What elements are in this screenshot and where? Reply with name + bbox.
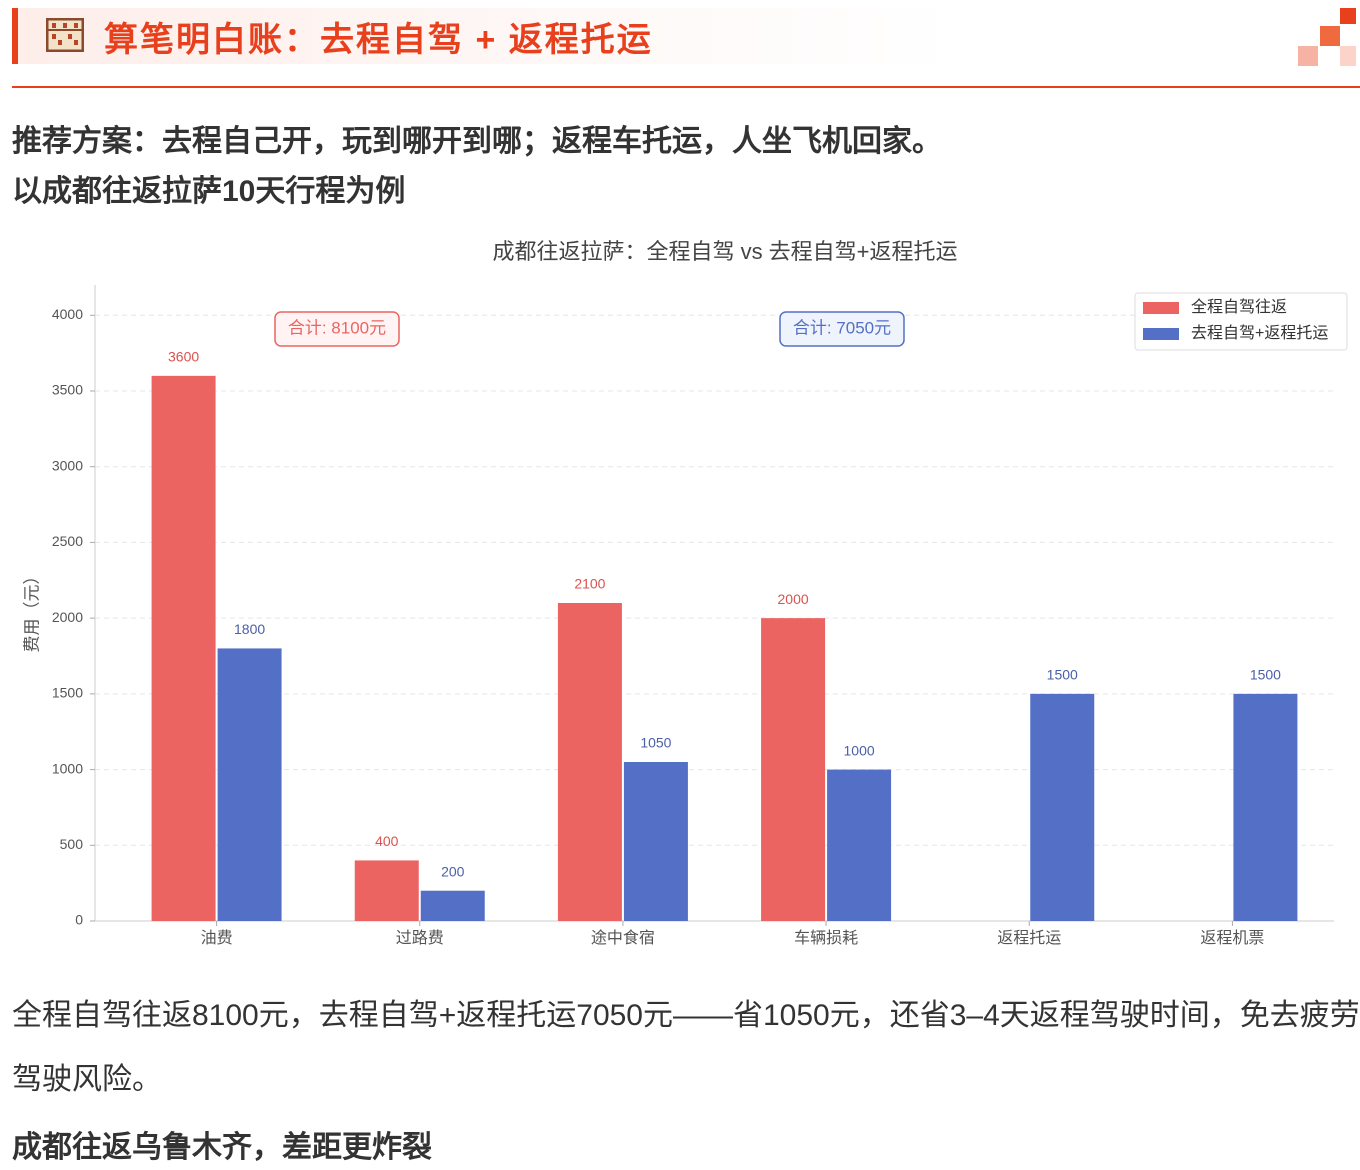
data-label: 1500 xyxy=(1250,667,1281,683)
legend-swatch xyxy=(1143,302,1179,314)
annotation-box xyxy=(274,311,400,347)
x-tick-label: 油费 xyxy=(201,929,233,947)
abacus-icon xyxy=(46,18,84,52)
annotation-box xyxy=(779,311,905,347)
legend-box xyxy=(1134,292,1348,351)
data-label: 1050 xyxy=(640,735,671,751)
data-label: 400 xyxy=(375,833,399,849)
bar xyxy=(827,769,892,921)
intro-text: 以成都往返拉萨10天行程为例 xyxy=(12,175,406,208)
header-band xyxy=(12,8,1360,64)
data-label: 1000 xyxy=(844,742,875,758)
data-label: 3600 xyxy=(168,349,199,365)
y-tick-label: 0 xyxy=(75,912,83,928)
y-tick-label: 3000 xyxy=(52,457,83,473)
header-accent xyxy=(12,8,18,64)
x-tick-label: 返程托运 xyxy=(997,929,1061,947)
bar xyxy=(557,603,622,921)
annotation: 合计: 7050元 xyxy=(793,318,891,337)
bar xyxy=(354,860,419,921)
y-tick-label: 4000 xyxy=(52,306,83,322)
data-label: 1800 xyxy=(234,621,265,637)
data-label: 200 xyxy=(441,863,465,879)
bar xyxy=(1030,693,1095,921)
y-axis-label: 费用（元） xyxy=(22,568,41,653)
chart-title: 成都往返拉萨：全程自驾 vs 去程自驾+返程托运 xyxy=(492,239,957,264)
x-tick-label: 返程机票 xyxy=(1200,929,1264,947)
bar xyxy=(1233,693,1298,921)
y-tick-label: 3500 xyxy=(52,382,83,398)
bar xyxy=(151,375,216,921)
data-label: 2000 xyxy=(778,591,809,607)
bar xyxy=(761,618,826,921)
bar xyxy=(420,890,485,921)
header-title: 算笔明白账：去程自驾 + 返程托运 xyxy=(104,21,653,59)
legend-label: 去程自驾+返程托运 xyxy=(1191,324,1328,342)
y-tick-label: 2500 xyxy=(52,533,83,549)
y-tick-label: 1500 xyxy=(52,685,83,701)
chart: 成都往返拉萨：全程自驾 vs 去程自驾+返程托运 费用（元） 0 500 1000 1… xyxy=(22,239,1348,947)
annotation: 合计: 8100元 xyxy=(288,318,386,337)
legend-swatch xyxy=(1143,328,1179,340)
data-label: 2100 xyxy=(574,576,605,592)
y-tick-label: 1000 xyxy=(52,760,83,776)
x-tick-label: 途中食宿 xyxy=(591,929,655,947)
bar xyxy=(623,762,688,921)
header-rule xyxy=(12,86,1360,88)
intro-text: 推荐方案：去程自己开，玩到哪开到哪；返程车托运，人坐飞机回家。 xyxy=(12,125,942,158)
header-decoration xyxy=(1298,8,1356,66)
y-tick-label: 2000 xyxy=(52,609,83,625)
legend-label: 全程自驾往返 xyxy=(1191,298,1287,316)
x-tick-label: 过路费 xyxy=(396,929,444,947)
data-label: 1500 xyxy=(1047,667,1078,683)
bar xyxy=(217,648,282,921)
conclusion-text: 全程自驾往返8100元，去程自驾+返程托运7050元——省1050元，还省3–4… xyxy=(12,999,1360,1096)
x-tick-label: 车辆损耗 xyxy=(794,929,858,947)
conclusion-text: 成都往返乌鲁木齐，差距更炸裂 xyxy=(12,1131,432,1164)
y-tick-label: 500 xyxy=(60,836,84,852)
